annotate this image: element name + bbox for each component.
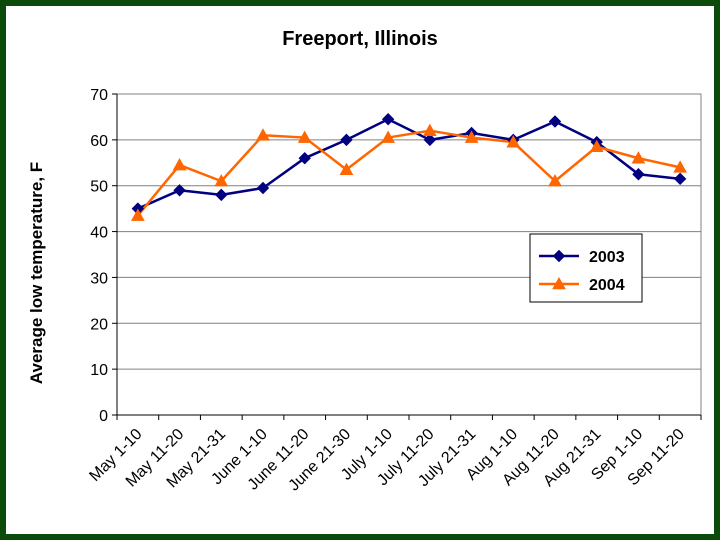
data-point-marker — [423, 133, 437, 147]
data-point-marker — [631, 151, 646, 164]
data-point-marker — [214, 174, 229, 187]
data-point-marker — [381, 130, 395, 143]
y-tick-label: 10 — [90, 362, 108, 379]
y-tick-label: 0 — [99, 408, 108, 425]
series-line-2003 — [137, 117, 681, 210]
data-point-marker — [339, 162, 354, 175]
series-layer — [131, 113, 687, 221]
chart-title: Freeport, Illinois — [282, 28, 438, 50]
y-tick-label: 20 — [90, 316, 108, 333]
legend-label-2004: 2004 — [589, 277, 625, 294]
data-point-marker — [298, 151, 311, 165]
y-tick-label: 30 — [90, 270, 108, 287]
data-point-marker — [297, 130, 312, 143]
data-point-marker — [340, 133, 353, 147]
data-point-marker — [589, 139, 604, 153]
line-chart: Freeport, Illinois Average low temperatu… — [27, 28, 702, 495]
y-tick-label: 40 — [90, 225, 108, 242]
data-point-marker — [215, 188, 228, 202]
legend-box — [529, 233, 643, 303]
y-axis-label: Average low temperature, F — [27, 162, 46, 384]
data-point-marker — [256, 128, 270, 141]
slide-background: Freeport, Illinois Average low temperatu… — [6, 6, 714, 534]
data-point-marker — [172, 158, 187, 171]
data-point-marker — [673, 172, 687, 186]
y-tick-label: 70 — [90, 87, 108, 104]
legend-label-2003: 2003 — [589, 249, 625, 266]
data-point-marker — [548, 115, 562, 128]
y-tick-label: 50 — [90, 179, 108, 196]
data-point-marker — [423, 123, 437, 136]
data-point-marker — [632, 168, 645, 181]
data-point-marker — [552, 276, 566, 290]
data-point-marker — [548, 174, 562, 187]
data-point-marker — [381, 113, 395, 126]
legend: 2003 2004 — [529, 233, 643, 303]
y-tick-label: 60 — [90, 133, 108, 150]
data-point-marker — [506, 135, 521, 148]
data-point-marker — [673, 160, 687, 173]
data-point-marker — [256, 181, 270, 195]
data-point-marker — [552, 249, 566, 263]
data-point-marker — [131, 208, 145, 221]
axes — [112, 93, 702, 420]
data-point-marker — [173, 184, 186, 197]
gridlines — [117, 93, 701, 370]
data-point-marker — [464, 130, 479, 143]
series-line-2004 — [136, 129, 681, 217]
y-tick-labels: 0 10 20 30 40 50 60 70 — [90, 87, 108, 425]
